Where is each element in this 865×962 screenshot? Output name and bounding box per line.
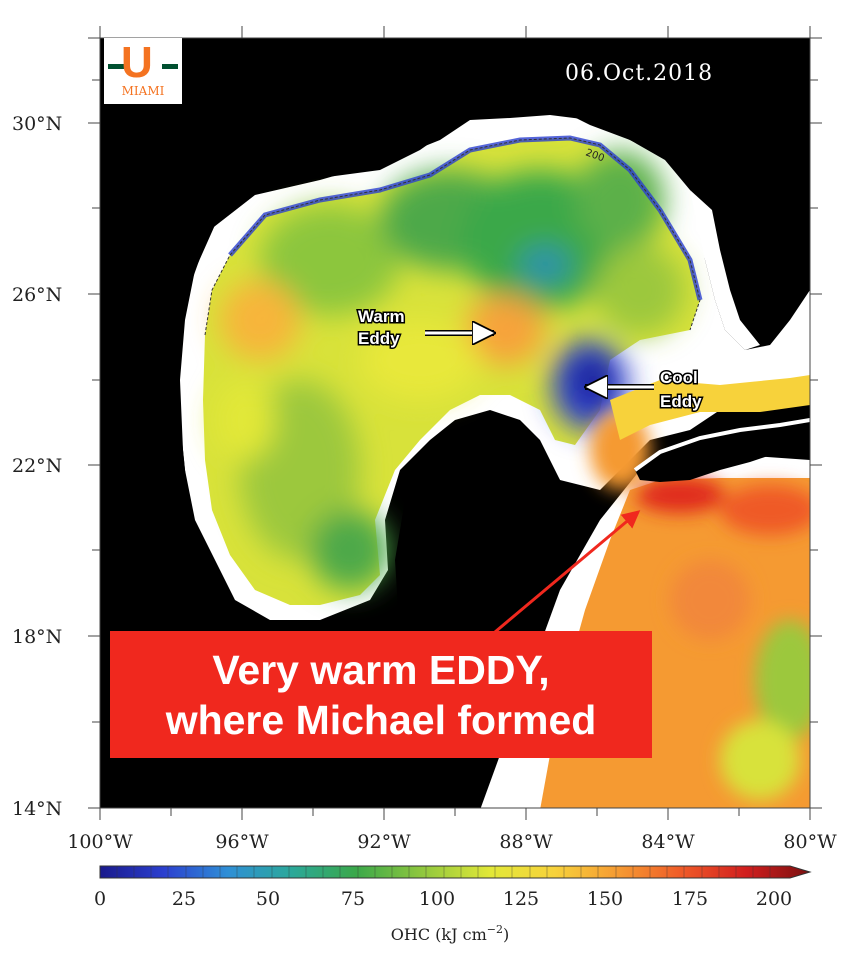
lon-label-84w: 84°W <box>641 831 695 853</box>
warm-eddy-annotation: Warm Eddy <box>357 306 494 350</box>
callout-line-1: Very warm EDDY, <box>212 646 550 693</box>
cool-eddy-label-line2: Eddy <box>660 392 702 411</box>
colorbar-tick-125: 125 <box>503 888 539 910</box>
logo-text: MIAMI <box>121 84 165 98</box>
colorbar-ramp <box>99 865 812 879</box>
contour-200 <box>204 137 701 336</box>
lat-label-22n: 22°N <box>12 455 62 477</box>
colorbar-tick-175: 175 <box>672 888 708 910</box>
colorbar: 0 25 50 75 100 125 150 175 200 OHC (kJ c… <box>94 865 812 944</box>
logo-wing-right <box>162 64 178 69</box>
colorbar-title-main: OHC (kJ cm <box>391 925 487 944</box>
lon-label-92w: 92°W <box>357 831 411 853</box>
lat-label-14n: 14°N <box>12 798 62 820</box>
mexico-land-west <box>100 38 560 650</box>
colorbar-tick-75: 75 <box>341 888 365 910</box>
colorbar-tick-150: 150 <box>587 888 623 910</box>
colorbar-dividers <box>116 866 771 878</box>
lat-label-26n: 26°N <box>12 284 62 306</box>
straits-channel <box>610 375 810 440</box>
lon-ticks <box>99 26 811 820</box>
callout-line-2: where Michael formed <box>165 696 597 743</box>
cool-eddy-annotation: Cool Eddy <box>585 367 704 413</box>
cuba-land <box>635 420 810 482</box>
callout-box: Very warm EDDY, where Michael formed <box>110 631 652 758</box>
lon-label-80w: 80°W <box>783 831 837 853</box>
warm-eddy-label-line1: Warm <box>358 307 405 326</box>
colorbar-tick-200: 200 <box>756 888 792 910</box>
callout-arrow <box>494 510 641 634</box>
date-label: 06.Oct.2018 <box>565 61 713 86</box>
gulf-ohc-field <box>203 135 703 605</box>
colorbar-tick-100: 100 <box>419 888 455 910</box>
miami-logo: U MIAMI <box>104 38 182 104</box>
cool-eddy-label-line1: Cool <box>660 368 698 387</box>
colorbar-tick-25: 25 <box>172 888 196 910</box>
colorbar-tick-50: 50 <box>256 888 280 910</box>
logo-letter: U <box>121 38 153 87</box>
florida-shelf-edge <box>690 190 760 350</box>
lon-label-88w: 88°W <box>499 831 553 853</box>
lon-label-100w: 100°W <box>67 831 133 853</box>
colorbar-title-exp: −2 <box>487 923 503 936</box>
cuba-shelf-edge <box>633 418 810 472</box>
florida-land <box>540 38 810 350</box>
lat-label-30n: 30°N <box>12 113 62 135</box>
warm-eddy-label-line2: Eddy <box>358 329 400 348</box>
colorbar-tick-0: 0 <box>94 888 106 910</box>
colorbar-title: OHC (kJ cm−2) <box>391 923 509 944</box>
lat-ticks <box>88 37 822 809</box>
lat-label-18n: 18°N <box>12 626 62 648</box>
lon-label-96w: 96°W <box>215 831 269 853</box>
colorbar-title-close: ) <box>503 925 509 944</box>
logo-wing-left <box>108 64 124 69</box>
